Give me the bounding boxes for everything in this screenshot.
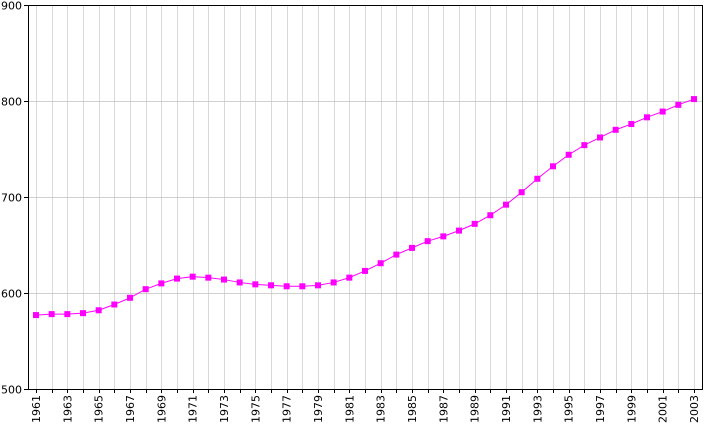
- data-point: [377, 260, 384, 267]
- data-point: [659, 108, 666, 115]
- x-tick-label: 1971: [187, 395, 200, 423]
- data-point: [409, 244, 415, 251]
- x-tick-label: 1983: [375, 395, 388, 423]
- y-axis-tick-labels: 500 600 700 800 900: [1, 0, 22, 397]
- data-point: [644, 114, 650, 121]
- x-tick-label: 1987: [437, 395, 450, 423]
- data-point: [111, 301, 118, 308]
- data-point: [440, 233, 447, 240]
- data-point: [330, 279, 337, 286]
- data-point: [205, 274, 212, 281]
- y-tick-label: 500: [1, 384, 22, 397]
- data-point: [221, 276, 227, 283]
- data-point: [362, 267, 368, 274]
- data-point: [675, 101, 682, 108]
- x-tick-label: 1995: [563, 395, 576, 423]
- x-tick-label: 1989: [469, 395, 482, 423]
- x-tick-label: 1999: [625, 395, 638, 423]
- data-series: [33, 96, 697, 319]
- data-point: [518, 189, 525, 196]
- x-tick-label: 1975: [249, 395, 262, 423]
- data-point: [268, 282, 274, 289]
- data-point: [503, 201, 509, 208]
- data-point: [565, 151, 572, 158]
- data-point: [534, 175, 541, 182]
- data-point: [252, 281, 259, 288]
- x-tick-label: 1967: [124, 395, 137, 423]
- data-point: [158, 280, 165, 287]
- x-tick-label: 1993: [531, 395, 544, 423]
- x-tick-label: 1979: [312, 395, 325, 423]
- data-point: [393, 251, 400, 258]
- x-tick-label: 1965: [93, 395, 106, 423]
- x-tick-label: 1977: [281, 395, 294, 423]
- y-tick-label: 700: [1, 192, 22, 205]
- data-point: [189, 273, 196, 280]
- data-point: [628, 121, 635, 128]
- data-point: [550, 163, 556, 170]
- data-point: [456, 227, 462, 234]
- x-axis-tick-labels: 1961 1963 1965 1967 1969 1971 1973 1975 1977 1979…: [30, 395, 701, 423]
- data-point: [424, 238, 431, 245]
- data-point: [33, 312, 39, 319]
- data-point: [80, 310, 86, 317]
- data-point: [691, 96, 697, 103]
- vertical-gridlines: [36, 5, 695, 389]
- x-tick-label: 1985: [406, 395, 419, 423]
- data-point: [612, 126, 619, 133]
- x-tick-label: 1963: [61, 395, 74, 423]
- data-point: [64, 311, 71, 318]
- data-point: [127, 294, 133, 301]
- data-point: [142, 286, 149, 293]
- data-point: [487, 212, 494, 219]
- data-point: [597, 134, 603, 141]
- data-point: [174, 275, 180, 282]
- y-tick-label: 600: [1, 288, 22, 301]
- data-point: [48, 311, 55, 318]
- x-tick-label: 1981: [343, 395, 356, 423]
- x-tick-label: 1961: [30, 395, 43, 423]
- axes: [24, 5, 703, 393]
- y-tick-label: 900: [1, 0, 22, 13]
- data-point: [346, 274, 353, 281]
- x-tick-label: 1969: [155, 395, 168, 423]
- x-tick-label: 2001: [657, 395, 670, 423]
- data-point: [283, 283, 290, 290]
- data-point: [315, 282, 321, 289]
- x-tick-label: 1973: [218, 395, 231, 423]
- data-point: [299, 283, 306, 290]
- data-point: [95, 307, 102, 314]
- x-tick-label: 2003: [688, 395, 701, 423]
- x-tick-label: 1991: [500, 395, 513, 423]
- x-tick-label: 1997: [594, 395, 607, 423]
- data-point: [581, 142, 588, 149]
- data-point: [236, 279, 243, 286]
- data-point: [471, 220, 478, 227]
- y-tick-label: 800: [1, 96, 22, 109]
